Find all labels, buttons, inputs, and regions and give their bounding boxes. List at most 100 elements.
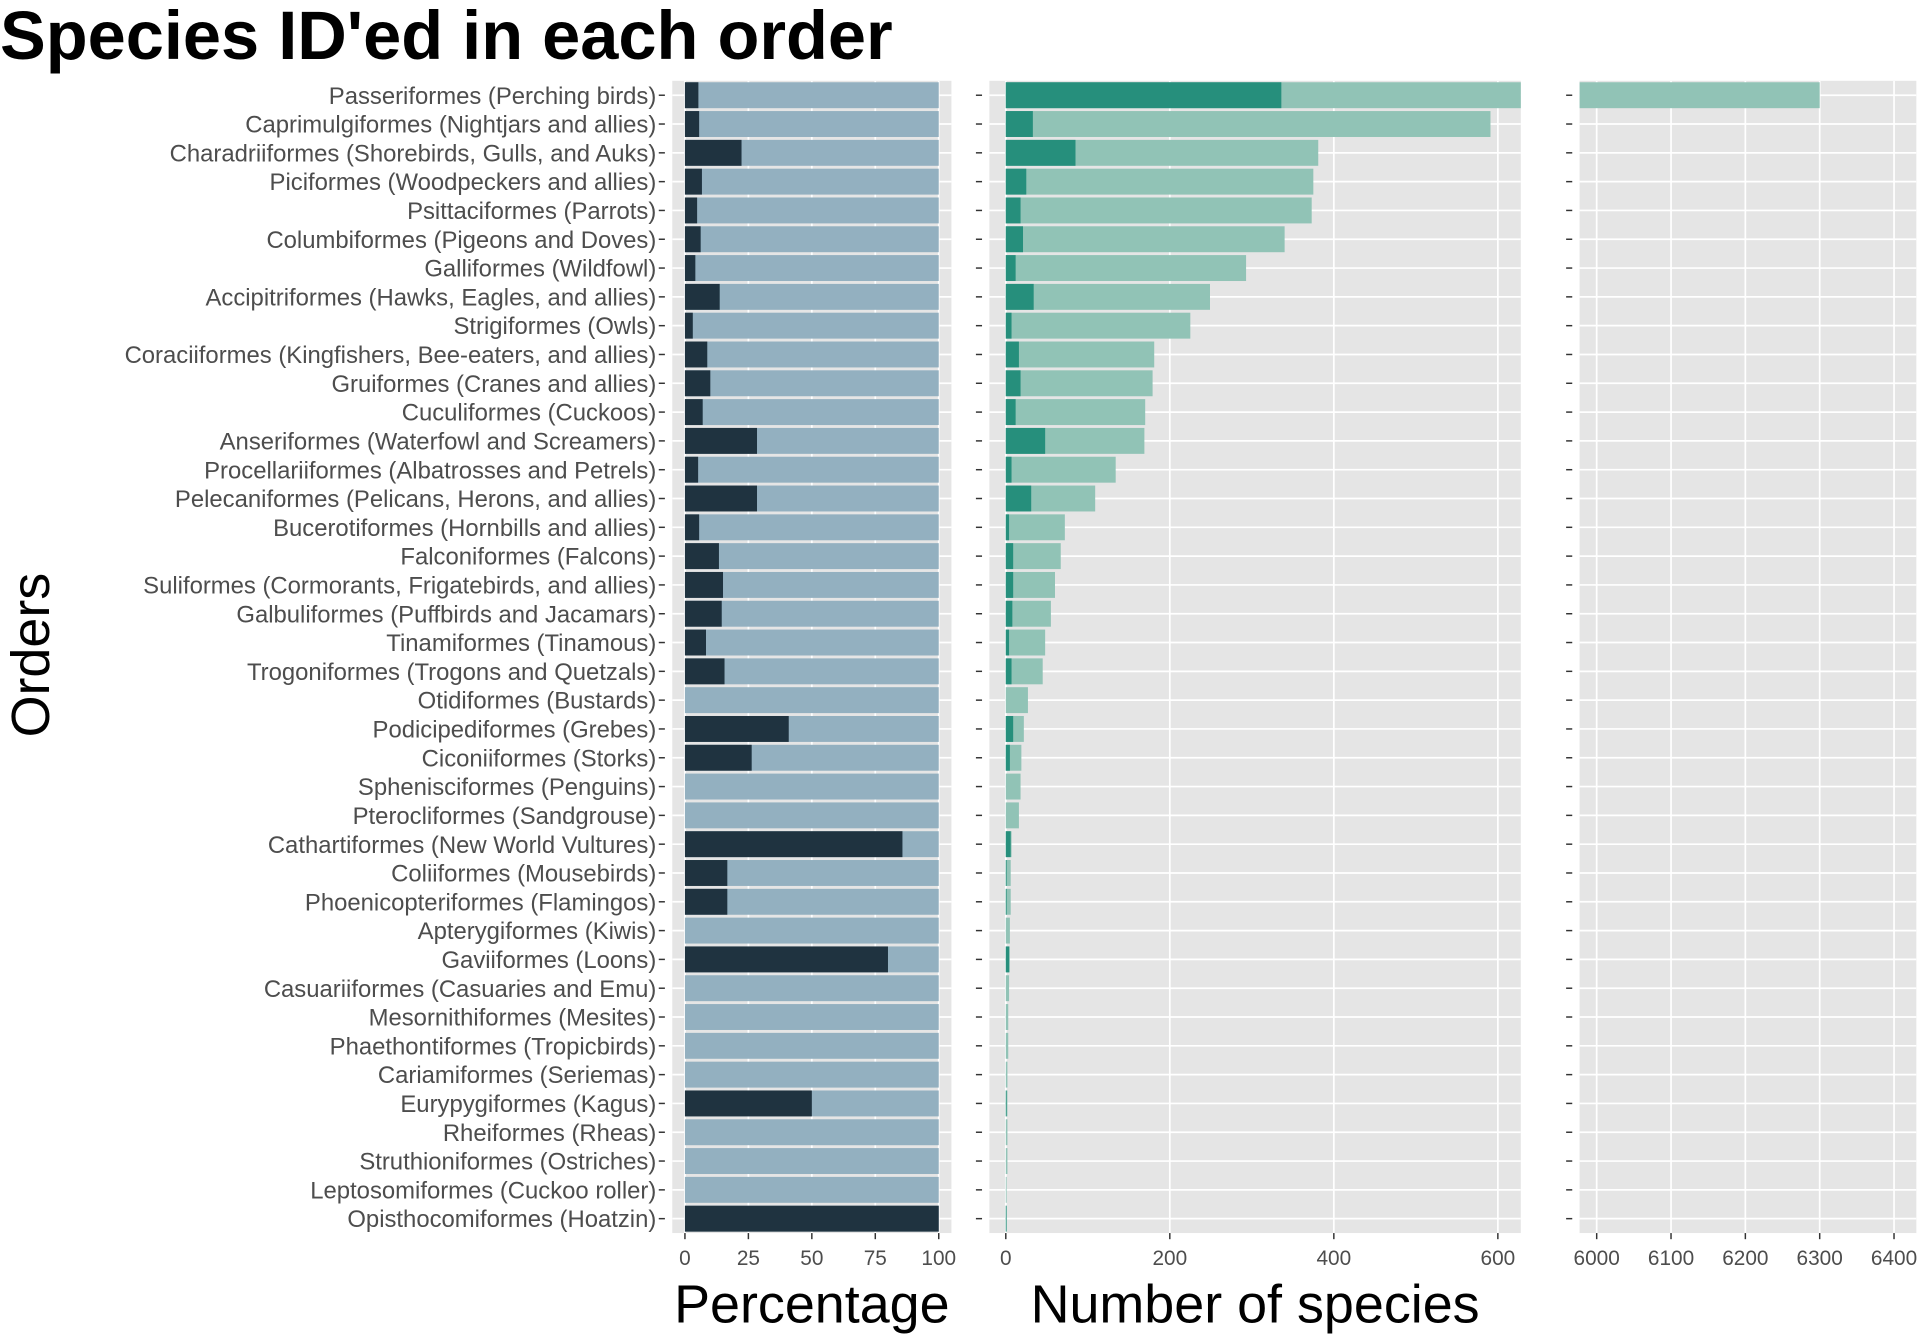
bar [1005,802,1019,829]
bar [1005,283,1034,310]
bar [684,1090,812,1117]
y-tick-label: Cathartiformes (New World Vultures) [268,832,656,859]
bar [684,687,939,714]
bar [684,917,939,944]
y-tick-label: Trogoniformes (Trogons and Quetzals) [247,659,656,686]
bar [684,543,939,570]
bar [1005,168,1027,195]
y-tick-label: Opisthocomiformes (Hoatzin) [347,1206,656,1233]
bar [684,514,700,541]
bar [1005,744,1010,771]
bar [684,485,758,512]
bar [1005,197,1312,224]
y-tick-label: Accipitriformes (Hawks, Eagles, and alli… [205,284,656,311]
plot-area [672,80,952,1234]
bar [1005,543,1014,570]
bar [1005,946,1010,973]
bar [1005,658,1043,685]
bar [684,1119,939,1146]
panel-background [1579,80,1917,1234]
bar [684,168,939,195]
y-tick-label: Ciconiiformes (Storks) [422,745,657,772]
bar [1005,917,1010,944]
bar [1005,773,1021,800]
x-tick-label: 6400 [1871,1247,1917,1270]
bar [1005,629,1046,656]
y-tick-label: Caprimulgiformes (Nightjars and allies) [245,112,656,139]
y-tick-label: Piciformes (Woodpeckers and allies) [270,169,657,196]
bar [1005,1176,1007,1203]
y-tick-label: Pelecaniformes (Pelicans, Herons, and al… [175,486,656,513]
y-tick-label: Falconiformes (Falcons) [400,544,656,571]
plot-area [989,80,1521,1234]
bar [1005,82,1282,109]
y-tick-label: Galliformes (Wildfowl) [424,256,656,283]
bar [684,1148,939,1175]
y-tick-label: Bucerotiformes (Hornbills and allies) [273,515,656,542]
bar [684,226,939,253]
bar [1005,255,1016,282]
y-tick-label: Cariamiformes (Seriemas) [378,1062,656,1089]
bar [1005,255,1247,282]
bar [684,860,728,886]
bar [1005,600,1013,627]
bar [684,1004,939,1030]
bar [1005,1004,1009,1030]
bar [1005,427,1046,454]
bar [684,744,752,771]
y-tick-label: Podicipediformes (Grebes) [373,717,657,744]
y-tick-label: Otidiformes (Bustards) [418,688,657,715]
bar [684,312,939,339]
bar [1005,888,1011,915]
y-tick-label: Rheiformes (Rheas) [443,1120,656,1147]
bar [1005,1119,1008,1146]
bar [684,975,939,1002]
bar [684,370,939,397]
x-tick-label: 25 [737,1247,760,1270]
bar [684,82,939,109]
bar [684,773,939,800]
bar [1005,226,1285,253]
x-tick-label: 50 [800,1247,823,1270]
bar [1005,1205,1007,1232]
bar [1005,629,1010,656]
y-tick-label: Sphenisciformes (Penguins) [358,774,656,801]
x-tick-label: 100 [921,1247,956,1270]
bar [684,629,707,656]
y-tick-label: Coraciiformes (Kingfishers, Bee-eaters, … [125,342,657,369]
bar [1005,341,1155,368]
x-tick-label: 6200 [1722,1247,1768,1270]
chart-title: Species ID'ed in each order [0,0,893,74]
bar [1005,370,1153,397]
bar [1005,456,1012,483]
bar [684,543,719,570]
y-tick-label: Pterocliformes (Sandgrouse) [353,803,657,830]
bar [684,629,939,656]
bar [1005,312,1191,339]
y-tick-label: Procellariiformes (Albatrosses and Petre… [204,457,656,484]
bar [684,456,939,483]
x-tick-label: 75 [864,1247,887,1270]
bar [684,341,939,368]
bar [1005,543,1061,570]
bar [684,1061,939,1088]
y-tick-label: Anseriformes (Waterfowl and Screamers) [220,428,657,455]
bar [684,111,700,137]
bar [684,427,758,454]
bar [684,571,724,598]
bar [684,168,702,195]
bar [1005,687,1028,714]
bar [684,139,742,166]
y-tick-label: Phaethontiformes (Tropicbirds) [330,1033,657,1060]
bar [1005,341,1019,368]
bar [684,600,722,627]
bar [1005,1032,1009,1059]
bar [1005,399,1146,426]
bar [1005,831,1011,858]
bar [684,1205,939,1232]
bar [1005,485,1032,512]
bar [684,456,699,483]
y-tick-label: Psittaciformes (Parrots) [407,198,656,225]
bar [684,514,939,541]
